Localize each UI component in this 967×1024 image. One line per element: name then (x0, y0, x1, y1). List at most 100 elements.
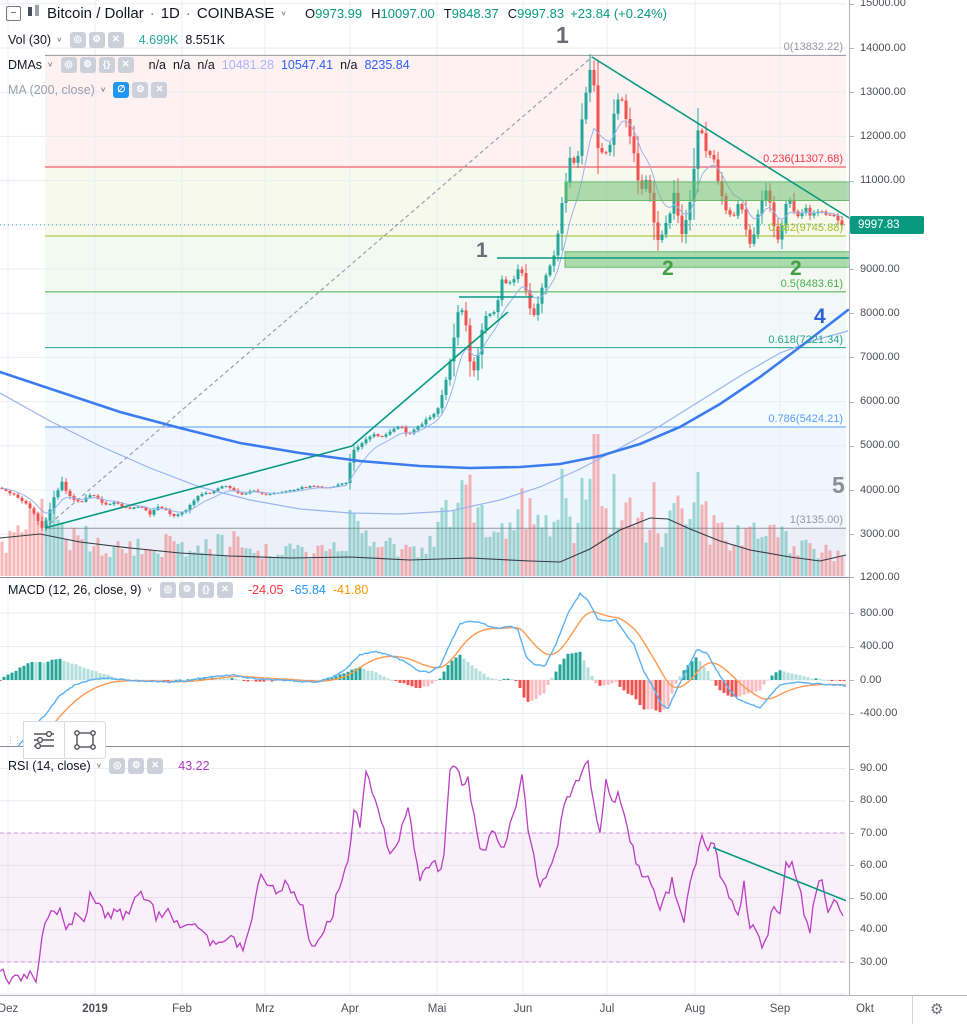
time-tick-label: Okt (856, 1003, 874, 1015)
ma200-study-label[interactable]: MA (200, close) (8, 82, 95, 97)
eye-icon[interactable]: ◎ (159, 582, 176, 598)
dmas-study-label[interactable]: DMAs (8, 57, 43, 72)
price-tick-label: 6000.00 (860, 395, 900, 408)
last-price-label: 9997.83 (850, 215, 924, 234)
fib-label: 0.236(11307.68) (763, 153, 843, 165)
wave-annotation[interactable]: 2 (790, 257, 802, 280)
close-icon[interactable]: ✕ (117, 57, 134, 73)
price-tick-label: 40.00 (860, 923, 888, 936)
price-tick-label: 15000.00 (860, 0, 906, 10)
rsi-study-label[interactable]: RSI (14, close) (8, 758, 91, 773)
price-tick-label: 14000.00 (860, 41, 906, 54)
dma-fast-line (1, 120, 843, 514)
legend-value: n/a (340, 57, 358, 72)
price-tick-label: 8000.00 (860, 306, 900, 319)
wave-annotation[interactable]: 4 (814, 305, 826, 328)
chevron-down-icon[interactable]: ∨ (146, 585, 153, 594)
wave-annotation[interactable]: 1 (476, 239, 488, 262)
tick-mark (850, 577, 854, 578)
gear-icon[interactable]: ⚙ (128, 758, 145, 774)
eye-icon[interactable]: ◎ (109, 758, 126, 774)
legend-value: 43.22 (178, 758, 210, 773)
wave-annotation[interactable]: 1 (556, 22, 569, 48)
trendline[interactable] (351, 311, 509, 447)
chevron-down-icon[interactable]: ∨ (47, 60, 54, 69)
volume-ma-line (0, 517, 847, 563)
fib-label: 0(13832.22) (783, 41, 843, 54)
close-icon[interactable]: ✕ (216, 582, 233, 598)
legend-value: 10481.28 (221, 57, 274, 72)
price-tick-label: 12000.00 (860, 129, 906, 142)
eye-icon[interactable]: ◎ (69, 32, 86, 48)
drag-handle-icon[interactable]: ⋮⋮ (6, 734, 22, 745)
indicator-sliders-button[interactable] (23, 721, 65, 759)
trendline[interactable] (591, 56, 863, 227)
price-tick-label: -400.00 (860, 707, 898, 719)
price-tick-label: 1200.00 (860, 570, 900, 583)
wave-annotation[interactable]: 2 (662, 257, 674, 280)
price-axis[interactable]: 15000.00 14000.00 13000.00 12000.00 11000.00… (849, 0, 967, 995)
legend-ma200: MA (200, close) ∨ ∅ ⚙ ✕ (8, 81, 170, 98)
legend-value: n/a (148, 57, 167, 72)
tick-mark (850, 269, 854, 270)
ohlc-item: C9997.83 (507, 5, 565, 21)
tick-mark (850, 48, 854, 49)
price-tick-label: 7000.00 (860, 350, 900, 363)
rsi-trendline[interactable] (712, 846, 850, 903)
tick-mark (850, 357, 854, 359)
eye-off-icon[interactable]: ∅ (113, 82, 130, 98)
macd-study-label[interactable]: MACD (12, 26, close, 9) (8, 582, 142, 597)
time-tick-label: Feb (172, 1003, 192, 1015)
ohlc-item: H10097.00 (371, 5, 435, 21)
candles (0, 53, 844, 531)
tick-mark (850, 613, 854, 614)
chevron-down-icon[interactable]: ∨ (280, 8, 288, 17)
gear-icon[interactable]: ⚙ (79, 57, 96, 73)
close-icon[interactable]: ✕ (107, 32, 124, 48)
wave-annotation[interactable]: 5 (832, 472, 845, 498)
dashed-trendline[interactable] (44, 56, 593, 529)
macd-line (17, 591, 846, 746)
axis-settings-gear-icon[interactable]: ⚙ (930, 1001, 944, 1018)
collapse-pane-icon[interactable]: – (6, 5, 21, 21)
price-tick-label: 5000.00 (860, 439, 900, 452)
tick-mark (850, 865, 854, 867)
gear-icon[interactable]: ⚙ (132, 82, 149, 98)
price-tick-label: 70.00 (860, 826, 888, 839)
macd-pane (0, 591, 846, 746)
legend-value: 8235.84 (364, 57, 410, 72)
time-tick-label: Apr (341, 1003, 359, 1015)
zone-box[interactable] (564, 181, 853, 201)
legend-value: 10547.41 (280, 57, 334, 72)
braces-icon[interactable]: {} (197, 582, 214, 598)
trendline[interactable] (44, 445, 353, 529)
gear-icon[interactable]: ⚙ (178, 582, 195, 598)
chevron-down-icon[interactable]: ∨ (56, 35, 63, 44)
price-tick-label: 11000.00 (860, 174, 906, 187)
ohlc-values: O9973.99 H10097.00 T9848.37 C9997.83 (305, 6, 564, 21)
braces-icon[interactable]: {} (98, 57, 115, 73)
close-icon[interactable]: ✕ (147, 758, 164, 774)
tick-mark (850, 313, 854, 315)
dma-mid-line (0, 330, 849, 515)
select-objects-button[interactable] (65, 721, 106, 759)
zone-box[interactable] (564, 251, 853, 268)
fib-label: 0.786(5424.21) (768, 413, 843, 426)
time-tick-label: Mrz (255, 1003, 275, 1015)
time-axis[interactable]: ⚙ Dez 2019 Feb Mrz Apr Mai Jun Jul Aug Sep Okt (0, 995, 967, 1024)
legend-value: -41.80 (332, 582, 369, 597)
interval-button[interactable]: 1D (160, 4, 180, 22)
gear-icon[interactable]: ⚙ (88, 32, 105, 48)
tick-mark (850, 3, 854, 5)
symbol-title[interactable]: Bitcoin / Dollar (47, 4, 144, 22)
eye-icon[interactable]: ◎ (60, 57, 77, 73)
exchange-button[interactable]: COINBASE (196, 4, 275, 22)
volume-study-label[interactable]: Vol (30) (8, 32, 52, 47)
rsi-pane (0, 759, 850, 986)
tick-mark (850, 490, 854, 491)
ohlc-item: O9973.99 (305, 5, 363, 21)
chevron-down-icon[interactable]: ∨ (95, 761, 103, 770)
chevron-down-icon[interactable]: ∨ (99, 85, 107, 94)
close-icon[interactable]: ✕ (151, 82, 168, 98)
